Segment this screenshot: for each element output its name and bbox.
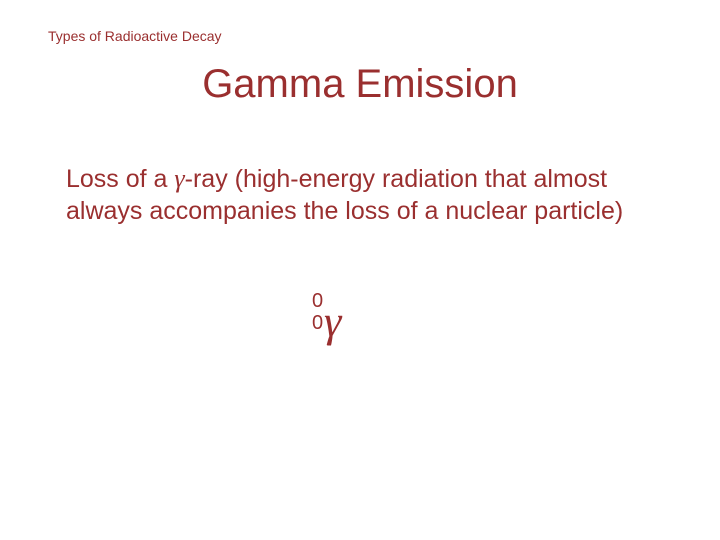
body-text-prefix: Loss of a [66, 165, 174, 193]
atomic-number: 0 [312, 312, 323, 335]
gamma-symbol-inline: γ [174, 164, 184, 193]
body-paragraph: Loss of a γ-ray (high-energy radiation t… [66, 162, 664, 227]
slide-title: Gamma Emission [0, 62, 720, 107]
mass-number: 0 [312, 290, 323, 313]
slide-breadcrumb: Types of Radioactive Decay [48, 28, 222, 44]
gamma-symbol-notation: γ [324, 296, 341, 347]
